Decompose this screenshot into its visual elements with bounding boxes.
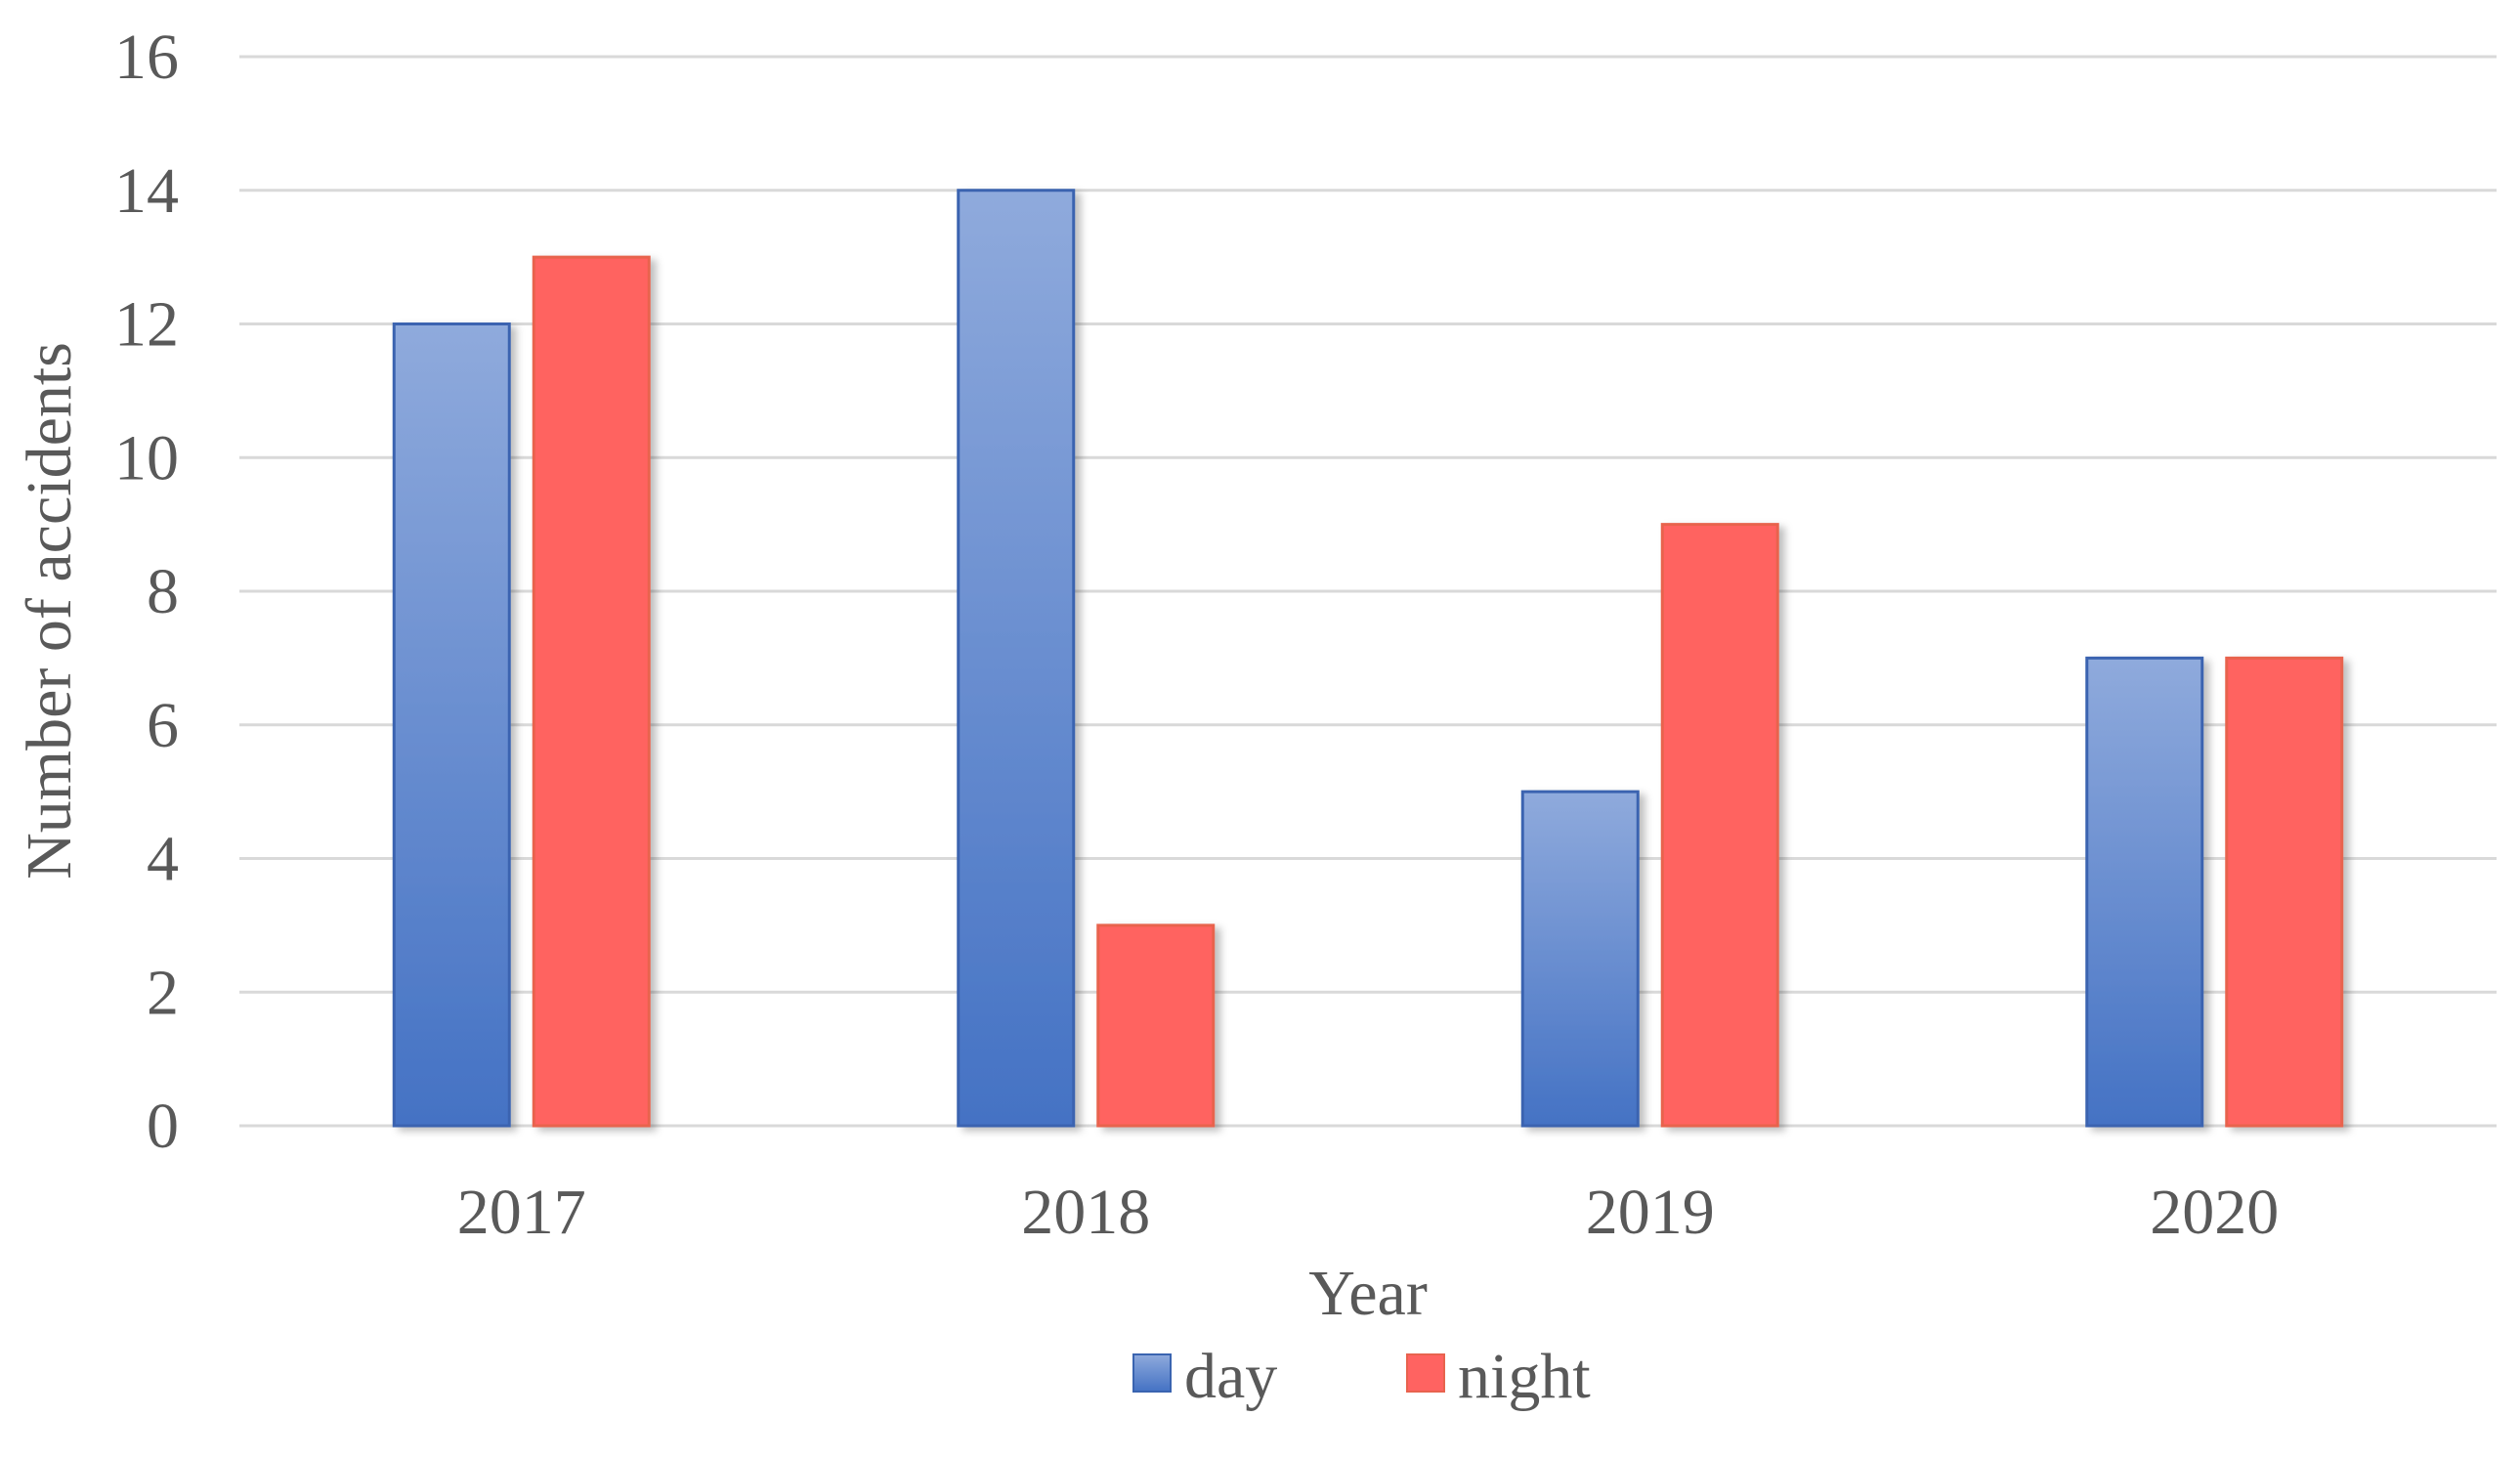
bar-night-2018: [1096, 923, 1216, 1128]
bar-day-2019: [1520, 790, 1640, 1128]
bar-day-2018: [957, 189, 1076, 1128]
legend-swatch-night: [1406, 1353, 1445, 1393]
y-axis-ticks: 0 2 4 6 8 10 12 14 16: [114, 21, 179, 1162]
legend-label-night: night: [1458, 1341, 1591, 1412]
bars: [392, 189, 2344, 1128]
x-tick-label: 2019: [1586, 1177, 1715, 1248]
y-tick-label: 2: [147, 957, 179, 1028]
y-tick-label: 14: [114, 155, 179, 227]
legend: day night: [1132, 1341, 1591, 1412]
bar-night-2017: [532, 255, 651, 1128]
y-axis-title: Number of accidents: [14, 342, 85, 880]
bar-day-2017: [392, 322, 511, 1128]
legend-swatch-day: [1132, 1353, 1172, 1393]
x-tick-label: 2018: [1021, 1177, 1150, 1248]
y-tick-label: 0: [147, 1091, 179, 1162]
y-tick-label: 6: [147, 690, 179, 761]
bar-night-2020: [2225, 656, 2344, 1128]
x-axis-ticks: 2017 2018 2019 2020: [457, 1177, 2280, 1248]
y-tick-label: 4: [147, 824, 179, 895]
x-tick-label: 2017: [457, 1177, 586, 1248]
y-tick-label: 8: [147, 556, 179, 627]
x-axis-title: Year: [1308, 1258, 1428, 1329]
bar-day-2020: [2085, 656, 2204, 1128]
y-tick-label: 16: [114, 21, 179, 93]
y-tick-label: 12: [114, 289, 179, 361]
bar-night-2019: [1660, 523, 1779, 1128]
y-tick-label: 10: [114, 422, 179, 493]
x-tick-label: 2020: [2150, 1177, 2279, 1248]
legend-label-day: day: [1184, 1341, 1277, 1412]
